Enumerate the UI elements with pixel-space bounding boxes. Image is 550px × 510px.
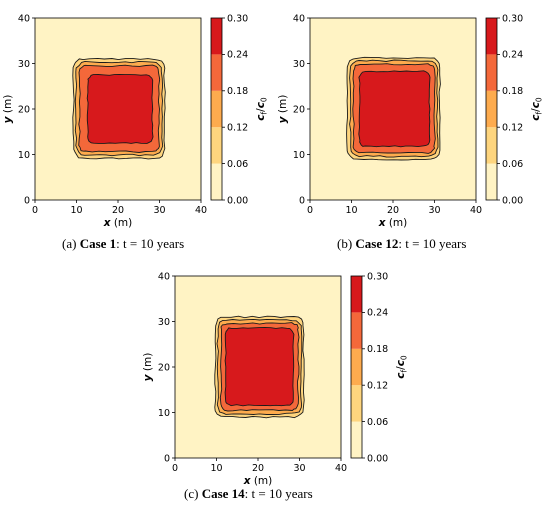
y-tick-label: 40 [18, 13, 30, 24]
x-tick-label: 20 [252, 463, 264, 474]
caption-case-label: Case 14 [201, 486, 245, 501]
caption-panel-label: (c) [184, 486, 199, 501]
panel-case-14: 0 10 20 30 40 0 10 20 30 40 x (m) y (m) 0.00 0.06 0.12… [140, 258, 415, 510]
colorbar-segment [211, 54, 222, 91]
colorbar-tick-label: 0.24 [502, 50, 523, 61]
colorbar-tick-label: 0.12 [227, 123, 248, 134]
y-tick-label: 30 [293, 59, 305, 70]
colorbar-segment [486, 54, 497, 91]
y-tick-label: 0 [299, 195, 305, 206]
x-tick-label: 20 [387, 205, 399, 216]
colorbar-tick-label: 0.30 [227, 13, 248, 24]
caption-time: : t = 10 years [244, 486, 313, 501]
panel-case-1: 0 10 20 30 40 0 10 20 30 40 x (m) y (m) 0.00 0.06 0.12… [0, 0, 275, 262]
colorbar-label: cf/c0 [395, 355, 409, 379]
y-tick-label: 20 [158, 362, 170, 373]
caption-panel-label: (b) [337, 236, 353, 251]
colorbar-segment [351, 348, 362, 386]
colorbar-tick-label: 0.06 [502, 159, 523, 170]
colorbar-segment [486, 127, 497, 164]
colorbar-segment [486, 90, 497, 128]
colorbar-tick-label: 0.18 [367, 344, 388, 355]
colorbar-segment [351, 421, 362, 458]
x-tick-label: 0 [32, 205, 38, 216]
caption-case-1: (a) Case 1: t = 10 years [62, 236, 184, 252]
y-tick-label: 10 [158, 408, 170, 419]
y-tick-label: 10 [18, 150, 30, 161]
colorbar-segment [351, 312, 362, 349]
caption-case-14: (c) Case 14: t = 10 years [184, 486, 313, 502]
x-tick-label: 10 [210, 463, 222, 474]
contour-band-0.24 [224, 326, 295, 407]
colorbar-segment [211, 90, 222, 128]
colorbar-segment [351, 276, 362, 313]
y-tick-label: 0 [24, 195, 30, 206]
y-tick-label: 0 [164, 453, 170, 464]
x-tick-label: 10 [345, 205, 357, 216]
y-axis-label: y (m) [142, 353, 154, 382]
y-tick-label: 20 [18, 104, 30, 115]
colorbar-frame [485, 17, 498, 201]
colorbar-tick-label: 0.18 [502, 86, 523, 97]
x-tick-label: 30 [428, 205, 440, 216]
colorbar-segment [486, 163, 497, 200]
colorbar-label: cf/c0 [530, 97, 544, 121]
caption-case-12: (b) Case 12: t = 10 years [337, 236, 466, 252]
y-axis-label: y (m) [2, 95, 14, 124]
colorbar-tick-label: 0.30 [502, 13, 523, 24]
x-tick-label: 40 [335, 463, 347, 474]
caption-time: : t = 10 years [116, 236, 185, 251]
colorbar-tick-label: 0.24 [367, 308, 388, 319]
y-axis-label: y (m) [277, 95, 289, 124]
panel-case-12: 0 10 20 30 40 0 10 20 30 40 x (m) y (m) 0.00 0.06 0.12… [275, 0, 550, 262]
x-tick-label: 0 [307, 205, 313, 216]
colorbar-tick-label: 0.06 [367, 417, 388, 428]
contour-chart-case-1: 0 10 20 30 40 0 10 20 30 40 x (m) y (m) 0.00 0.06 0.12… [2, 13, 269, 229]
colorbar-segment [486, 18, 497, 55]
contour-band-0.24 [86, 73, 154, 144]
x-axis-label: x (m) [243, 475, 273, 487]
contour-band-0.24 [358, 70, 431, 148]
colorbar-tick-label: 0.18 [227, 86, 248, 97]
caption-panel-label: (a) [62, 236, 77, 251]
x-tick-label: 30 [293, 463, 305, 474]
colorbar-tick-label: 0.00 [367, 453, 388, 464]
y-tick-label: 40 [293, 13, 305, 24]
colorbar-tick-label: 0.24 [227, 50, 248, 61]
colorbar-tick-label: 0.12 [502, 123, 523, 134]
colorbar-frame [210, 17, 223, 201]
colorbar-segment [211, 18, 222, 55]
colorbar-frame [350, 275, 363, 459]
colorbar-segment [211, 163, 222, 200]
y-tick-label: 10 [293, 150, 305, 161]
y-tick-label: 40 [158, 271, 170, 282]
colorbar-segment [351, 385, 362, 422]
contour-chart-case-12: 0 10 20 30 40 0 10 20 30 40 x (m) y (m) 0.00 0.06 0.12… [277, 13, 544, 229]
colorbar-tick-label: 0.12 [367, 381, 388, 392]
colorbar-label: cf/c0 [255, 97, 269, 121]
y-tick-label: 30 [18, 59, 30, 70]
y-tick-label: 20 [293, 104, 305, 115]
colorbar-tick-label: 0.06 [227, 159, 248, 170]
y-tick-label: 30 [158, 317, 170, 328]
colorbar-segment [211, 127, 222, 164]
x-tick-label: 40 [470, 205, 482, 216]
colorbar-tick-label: 0.00 [227, 195, 248, 206]
x-tick-label: 40 [195, 205, 207, 216]
caption-time: : t = 10 years [398, 236, 467, 251]
x-axis-label: x (m) [103, 217, 133, 229]
x-tick-label: 0 [172, 463, 178, 474]
caption-case-label: Case 12 [355, 236, 399, 251]
x-tick-label: 10 [70, 205, 82, 216]
x-tick-label: 20 [112, 205, 124, 216]
colorbar-tick-label: 0.00 [502, 195, 523, 206]
colorbar-tick-label: 0.30 [367, 271, 388, 282]
caption-case-label: Case 1 [79, 236, 117, 251]
x-axis-label: x (m) [378, 217, 408, 229]
x-tick-label: 30 [153, 205, 165, 216]
contour-chart-case-14: 0 10 20 30 40 0 10 20 30 40 x (m) y (m) 0.00 0.06 0.12… [142, 271, 409, 487]
